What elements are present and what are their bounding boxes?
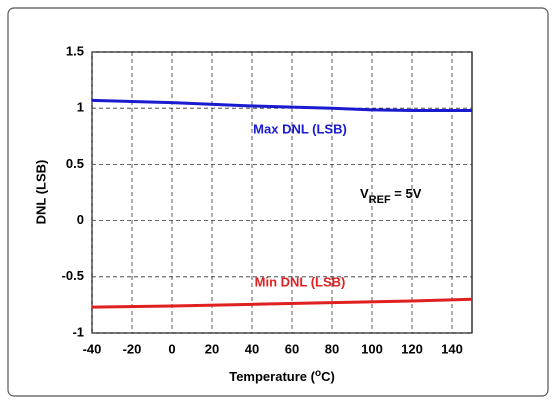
y-tick-label: 0 — [77, 212, 84, 227]
vref-part: V — [360, 186, 369, 201]
x-tick-label: 120 — [401, 341, 423, 356]
x-label-part: C) — [321, 369, 335, 384]
vref-sub: REF — [369, 194, 391, 206]
y-tick-label: 1 — [77, 100, 84, 115]
vref-note: VREF = 5V — [360, 186, 422, 205]
x-tick-label: 0 — [168, 341, 175, 356]
frame — [7, 7, 549, 397]
annotation: Min DNL (LSB) — [255, 274, 346, 289]
x-tick-label: 40 — [245, 341, 259, 356]
x-label-part: Temperature ( — [229, 369, 315, 384]
y-tick-label: -0.5 — [62, 268, 84, 283]
x-tick-label: -20 — [123, 341, 142, 356]
x-tick-label: 80 — [325, 341, 339, 356]
data-line — [91, 98, 472, 112]
y-tick-label: -1 — [72, 324, 84, 339]
data-line — [91, 297, 473, 309]
vref-part: = 5V — [391, 186, 422, 201]
x-label-sup: o — [315, 368, 321, 379]
x-tick-label: 140 — [441, 341, 463, 356]
y-tick-label: 1.5 — [66, 43, 84, 58]
x-axis-label: Temperature (oC) — [229, 368, 335, 385]
annotation: Max DNL (LSB) — [253, 121, 347, 136]
x-tick-label: 100 — [361, 341, 383, 356]
y-tick-label: 0.5 — [66, 156, 84, 171]
x-tick-label: -40 — [83, 341, 102, 356]
x-tick-label: 20 — [205, 341, 219, 356]
x-tick-label: 60 — [285, 341, 299, 356]
y-axis-label: DNL (LSB) — [33, 160, 48, 225]
